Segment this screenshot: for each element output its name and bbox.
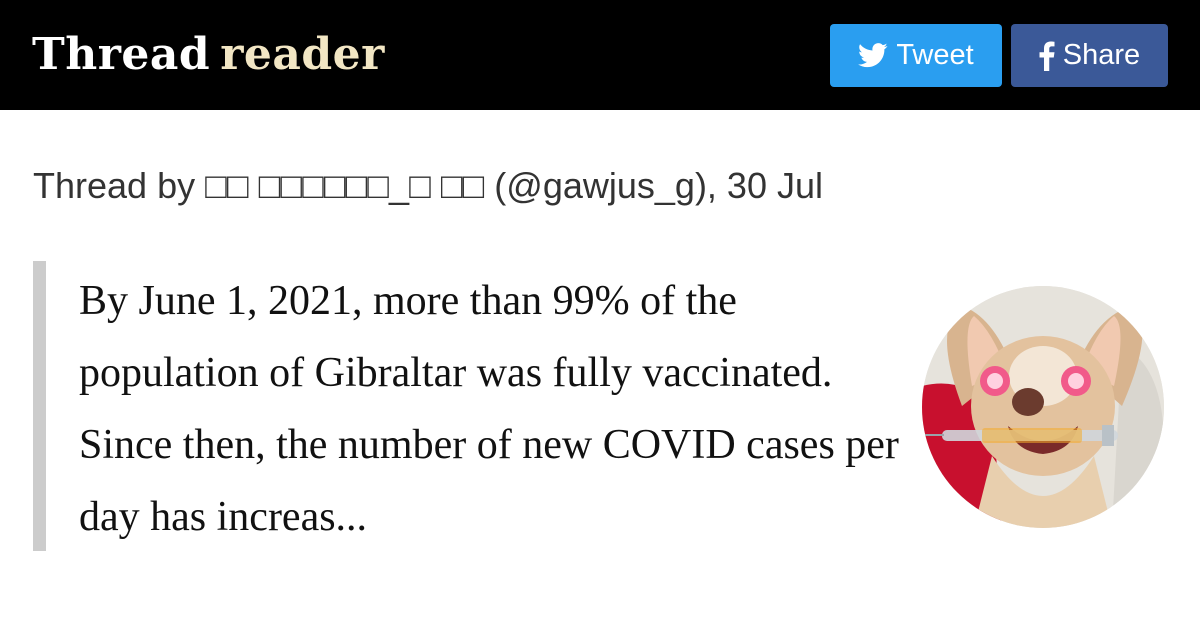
- thread-byline: Thread by □□ □□□□□□_□ □□ (@gawjus_g), 30…: [33, 165, 823, 206]
- user-avatar-image: [922, 286, 1164, 528]
- quote-bar: [33, 261, 46, 551]
- site-header: Thread reader Tweet Share: [0, 0, 1200, 110]
- tweet-button[interactable]: Tweet: [830, 24, 1002, 87]
- threadreader-logo[interactable]: Thread reader: [32, 26, 385, 84]
- tweet-button-label: Tweet: [896, 39, 974, 71]
- share-button-label: Share: [1062, 39, 1141, 71]
- thread-excerpt: By June 1, 2021, more than 99% of the po…: [79, 278, 899, 540]
- user-avatar[interactable]: [922, 286, 1164, 528]
- logo-word-reader: reader: [220, 29, 385, 80]
- logo-word-thread: Thread: [32, 29, 211, 80]
- facebook-f-icon: [1039, 40, 1055, 71]
- twitter-bird-icon: [858, 43, 888, 68]
- share-button[interactable]: Share: [1011, 24, 1168, 87]
